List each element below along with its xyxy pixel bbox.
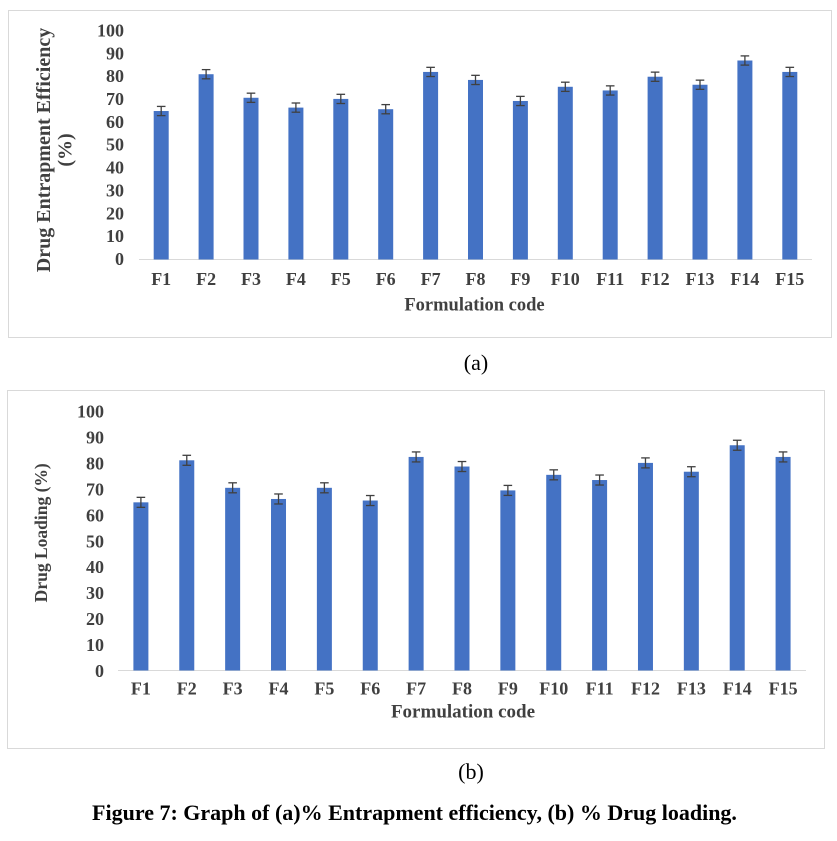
- svg-text:F4: F4: [269, 679, 289, 699]
- svg-text:F5: F5: [331, 269, 351, 289]
- svg-text:30: 30: [106, 180, 124, 200]
- svg-text:60: 60: [86, 505, 104, 525]
- svg-text:F14: F14: [723, 679, 752, 699]
- svg-text:F13: F13: [686, 269, 715, 289]
- svg-text:Formulation code: Formulation code: [404, 296, 544, 316]
- svg-text:F7: F7: [406, 679, 426, 699]
- svg-text:60: 60: [106, 112, 124, 132]
- svg-text:F14: F14: [730, 269, 759, 289]
- svg-text:F8: F8: [452, 679, 472, 699]
- svg-text:F10: F10: [539, 679, 568, 699]
- svg-text:20: 20: [106, 203, 124, 223]
- svg-text:F4: F4: [286, 269, 306, 289]
- svg-text:F9: F9: [498, 679, 518, 699]
- svg-text:F6: F6: [376, 269, 396, 289]
- svg-text:F13: F13: [677, 679, 706, 699]
- svg-text:F1: F1: [151, 269, 171, 289]
- svg-text:Formulation code: Formulation code: [391, 702, 535, 723]
- svg-text:F11: F11: [586, 679, 614, 699]
- svg-text:F15: F15: [769, 679, 798, 699]
- svg-text:F3: F3: [223, 679, 243, 699]
- svg-text:F12: F12: [641, 269, 670, 289]
- svg-text:F11: F11: [596, 269, 624, 289]
- svg-text:F9: F9: [510, 269, 530, 289]
- svg-text:10: 10: [106, 226, 124, 246]
- svg-text:80: 80: [106, 66, 124, 86]
- svg-text:40: 40: [86, 557, 104, 577]
- svg-text:F6: F6: [360, 679, 380, 699]
- svg-text:F12: F12: [631, 679, 660, 699]
- svg-text:10: 10: [86, 635, 104, 655]
- svg-text:F10: F10: [551, 269, 580, 289]
- svg-text:80: 80: [86, 453, 104, 473]
- svg-text:F15: F15: [775, 269, 804, 289]
- svg-text:F2: F2: [177, 679, 197, 699]
- svg-text:40: 40: [106, 158, 124, 178]
- svg-text:F3: F3: [241, 269, 261, 289]
- svg-text:100: 100: [97, 20, 124, 40]
- svg-text:20: 20: [86, 609, 104, 629]
- svg-text:Drug Loading (%): Drug Loading (%): [31, 463, 51, 602]
- svg-text:F1: F1: [131, 679, 151, 699]
- svg-text:50: 50: [106, 135, 124, 155]
- svg-text:F7: F7: [421, 269, 441, 289]
- svg-text:50: 50: [86, 531, 104, 551]
- svg-text:0: 0: [115, 249, 124, 269]
- svg-text:0: 0: [95, 661, 104, 681]
- svg-text:30: 30: [86, 583, 104, 603]
- svg-text:Drug Entrapment Efficiency(%): Drug Entrapment Efficiency(%): [33, 28, 77, 272]
- svg-text:90: 90: [106, 43, 124, 63]
- svg-text:90: 90: [86, 427, 104, 447]
- svg-text:F8: F8: [466, 269, 486, 289]
- svg-text:F2: F2: [196, 269, 216, 289]
- svg-text:F5: F5: [314, 679, 334, 699]
- svg-text:100: 100: [77, 402, 104, 422]
- svg-text:70: 70: [86, 479, 104, 499]
- svg-text:70: 70: [106, 89, 124, 109]
